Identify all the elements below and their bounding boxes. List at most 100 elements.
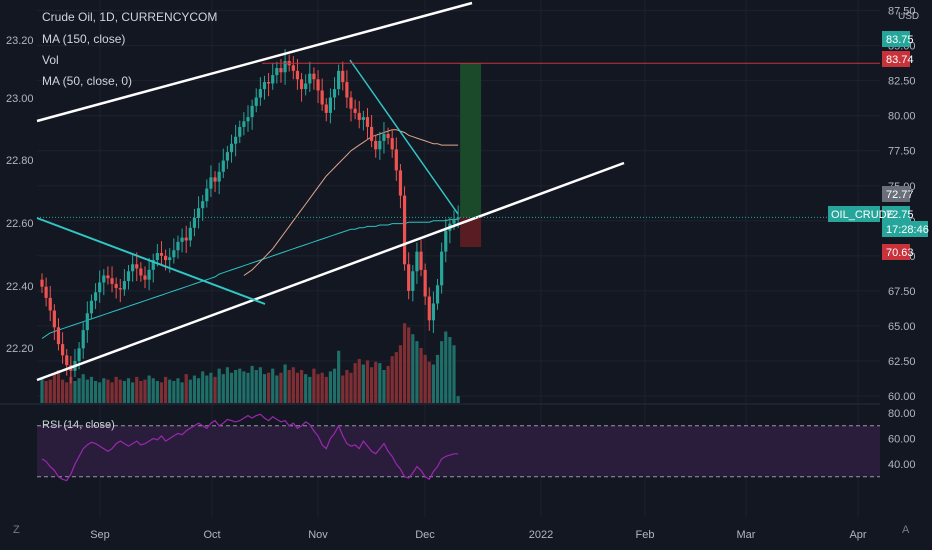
volume-bar <box>52 374 56 403</box>
left-axis-tick: 22.80 <box>6 155 34 167</box>
volume-bar <box>341 375 345 403</box>
volume-bar <box>398 345 403 403</box>
candle-body <box>168 257 172 261</box>
candle-body <box>279 68 283 73</box>
candle-body <box>320 90 324 105</box>
candle-body <box>390 138 394 150</box>
candle-body <box>452 219 456 224</box>
volume-bars <box>40 323 460 403</box>
candle-body <box>155 253 159 261</box>
candle-body <box>361 117 365 120</box>
price-labels: 83.75 83.74 72.77 72.75 17:28:46 70.63 OIL_CRU… <box>828 31 929 260</box>
currency-label: USD <box>898 11 920 22</box>
right-axis-tick: 77.50 <box>888 146 916 158</box>
volume-bar <box>205 375 209 403</box>
price-tag-text: 72.75 <box>886 209 914 221</box>
target-zone <box>460 63 482 218</box>
candle-body <box>238 126 242 137</box>
right-axis-tick: 62.50 <box>888 356 916 368</box>
candle-body <box>435 285 440 304</box>
volume-bar <box>440 341 444 403</box>
candle-body <box>188 227 192 241</box>
log-scale-button[interactable]: Z <box>13 524 20 536</box>
candle-body <box>65 355 69 366</box>
volume-bar <box>365 360 370 403</box>
candle-body <box>456 217 460 220</box>
candle-body <box>56 327 61 345</box>
candle-body <box>89 300 94 314</box>
volume-bar <box>320 372 324 403</box>
candle-body <box>353 108 357 113</box>
volume-bar <box>402 323 407 403</box>
auto-scale-button[interactable]: A <box>902 524 910 536</box>
candle-body <box>312 73 316 80</box>
price-tag-text: 72.77 <box>886 189 914 201</box>
rsi-line <box>41 413 459 482</box>
candle-body <box>386 133 390 139</box>
candle-body <box>221 160 225 172</box>
volume-bar <box>234 370 238 403</box>
candle-body <box>398 170 403 196</box>
ma50-line <box>243 129 459 276</box>
volume-bar <box>390 356 394 403</box>
candle-body <box>217 171 221 182</box>
volume-bar <box>279 372 283 403</box>
candle-body <box>93 292 98 301</box>
candle-body <box>291 65 295 71</box>
symbol-tag-text: OIL_CRUDE <box>831 209 894 221</box>
candle-body <box>378 140 382 150</box>
candle-body <box>225 152 229 161</box>
candle-body <box>98 282 102 293</box>
candle-body <box>201 201 205 209</box>
price-tag <box>882 51 910 67</box>
drawings[interactable] <box>36 1 880 382</box>
volume-bar <box>147 375 151 403</box>
volume-bar <box>213 376 217 403</box>
candle-body <box>394 149 398 171</box>
volume-bar <box>73 381 77 403</box>
volume-bar <box>386 365 390 403</box>
volume-bar <box>196 378 201 403</box>
volume-bar <box>159 382 164 403</box>
candle-body <box>337 70 341 90</box>
candle-body <box>159 253 164 256</box>
candle-body <box>370 126 374 141</box>
right-axis-tick: 67.50 <box>888 286 916 298</box>
candle-body <box>328 97 332 113</box>
rsi-legend[interactable]: RSI (14, close) <box>42 419 115 431</box>
vol-legend[interactable]: Vol <box>42 53 59 67</box>
ma50-legend[interactable]: MA (50, close, 0) <box>42 74 133 88</box>
volume-bar <box>427 361 431 403</box>
volume-bar <box>93 381 98 403</box>
left-axis-tick: 22.60 <box>6 218 34 230</box>
volume-bar <box>139 381 143 403</box>
volume-bar <box>283 364 287 403</box>
price-tag <box>882 31 910 47</box>
candle-body <box>40 279 44 287</box>
volume-bar <box>357 359 361 403</box>
volume-bar <box>225 367 229 403</box>
volume-bar <box>374 361 378 403</box>
volume-bar <box>135 376 139 403</box>
volume-bar <box>192 375 197 403</box>
candle-body <box>85 313 89 331</box>
volume-bar <box>164 376 168 403</box>
candle-body <box>349 97 353 109</box>
rsi-axis-tick: 60.00 <box>888 434 916 446</box>
risk-reward-zones <box>460 63 482 248</box>
volume-bar <box>184 374 188 403</box>
volume-bar <box>131 382 135 403</box>
volume-bar <box>122 381 126 403</box>
ma150-legend[interactable]: MA (150, close) <box>42 32 126 46</box>
left-axis-tick: 22.20 <box>6 343 34 355</box>
candle-body <box>295 70 300 80</box>
candle-body <box>192 218 197 228</box>
volume-bar <box>89 376 94 403</box>
symbol-tag <box>828 206 880 222</box>
volume-bar <box>345 370 349 403</box>
volume-bar <box>258 367 262 403</box>
candle-body <box>440 251 444 286</box>
candle-body <box>172 250 176 258</box>
volume-bar <box>275 375 279 403</box>
